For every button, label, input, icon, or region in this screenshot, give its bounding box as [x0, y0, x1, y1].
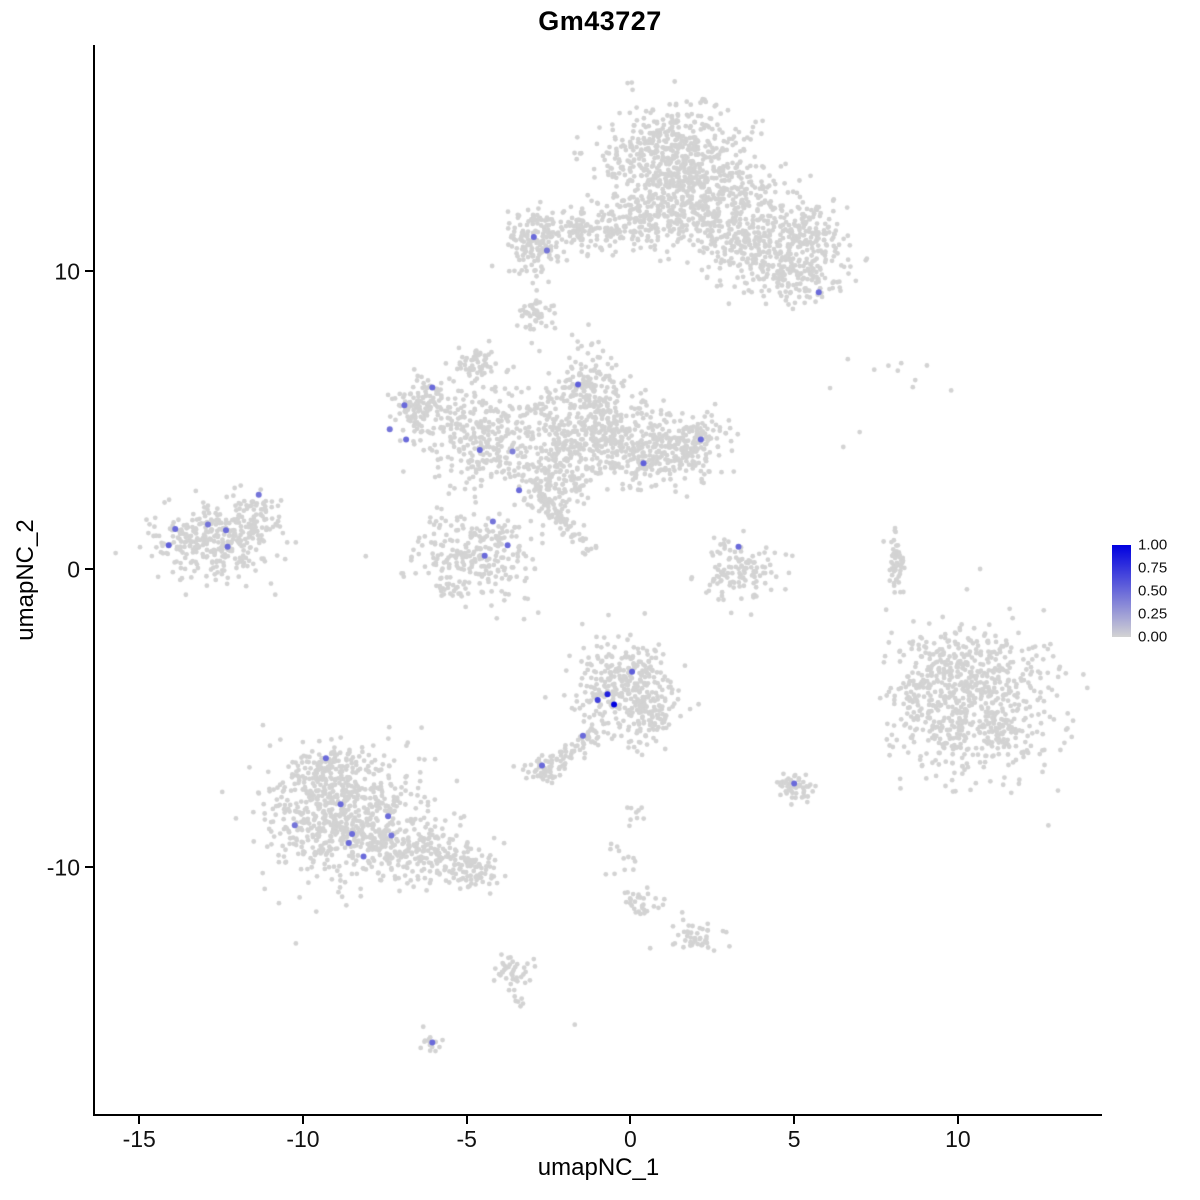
legend-tick-label: 0.00 — [1138, 628, 1168, 646]
legend-tick-label: 0.50 — [1138, 582, 1168, 600]
legend-gradient-bar — [1112, 545, 1131, 637]
legend-tick-label: 0.75 — [1138, 559, 1168, 577]
legend-tick-label: 0.25 — [1138, 605, 1168, 623]
y-axis-label: umapNC_2 — [12, 519, 39, 641]
plot-title: Gm43727 — [538, 6, 662, 36]
x-axis-label: umapNC_1 — [537, 1154, 660, 1181]
x-axis-line — [93, 1114, 1102, 1116]
y-axis-line — [93, 45, 95, 1116]
legend-tick-label: 1.00 — [1138, 536, 1168, 554]
expression-color-legend: 1.00 0.75 0.50 0.25 0.00 — [1112, 537, 1200, 646]
